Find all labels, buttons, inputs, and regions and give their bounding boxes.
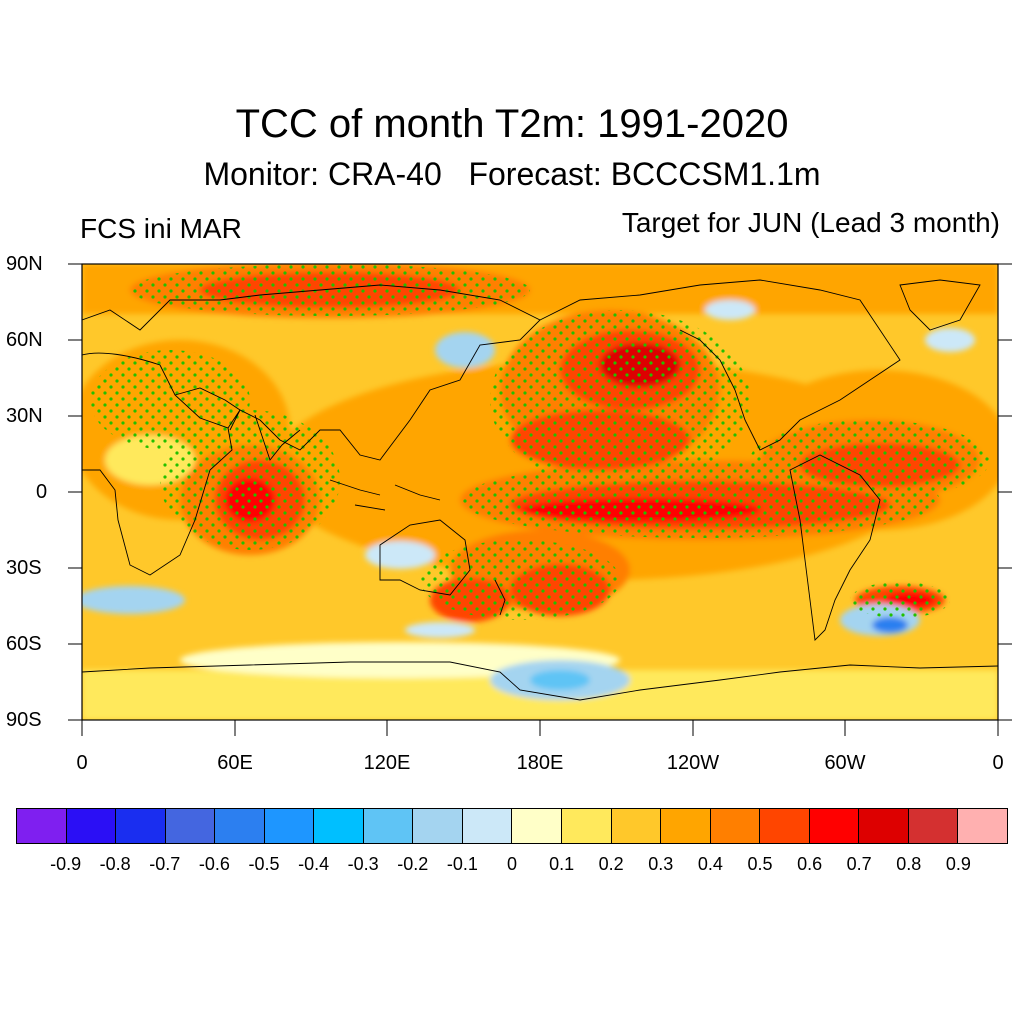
lat-label-0: 0 (36, 481, 48, 503)
coastline-greenland (899, 279, 981, 331)
colorbar-swatch (363, 809, 414, 843)
lat-label-60n: 60N (6, 329, 43, 351)
colorbar-swatch (958, 809, 1007, 843)
colorbar-tick-label: -0.2 (397, 854, 429, 874)
colorbar-tick-label: 0.3 (648, 854, 674, 874)
colorbar-tick-label: 0 (506, 854, 517, 874)
axis-ticks (68, 263, 1012, 736)
colorbar-tick-label: 0.1 (549, 854, 575, 874)
coastline-india (254, 414, 301, 461)
colorbar-tick-label: 0.8 (896, 854, 922, 874)
colorbar-tick-label: -0.5 (248, 854, 280, 874)
colorbar-tick-label: 0.9 (945, 854, 971, 874)
colorbar-tick-label: 0.7 (846, 854, 872, 874)
colorbar-swatch (859, 809, 909, 843)
lat-label-90n: 90N (6, 253, 43, 275)
colorbar-tick-label: 0.5 (747, 854, 773, 874)
lat-label-90s: 90S (6, 709, 42, 731)
coastlines (82, 279, 998, 701)
lat-label-30n: 30N (6, 405, 43, 427)
coastline-maritime-continent (329, 479, 441, 511)
colorbar-swatch (413, 809, 463, 843)
colorbar (16, 808, 1008, 844)
colorbar-swatch (462, 809, 513, 843)
lon-label-180e: 180E (516, 752, 564, 774)
colorbar-tick-label: 0.4 (697, 854, 723, 874)
colorbar-swatch (66, 809, 117, 843)
colorbar-swatch (562, 809, 612, 843)
lon-label-0-east: 0 (992, 752, 1004, 774)
lat-label-30s: 30S (6, 557, 42, 579)
colorbar-tick-label: -0.8 (99, 854, 131, 874)
colorbar-tick-label: -0.7 (149, 854, 181, 874)
lon-label-60w: 60W (824, 752, 866, 774)
colorbar-swatch (215, 809, 265, 843)
coastline-australia (379, 519, 471, 596)
colorbar-swatch (264, 809, 315, 843)
colorbar-tick-label: 0.6 (797, 854, 823, 874)
colorbar-tick-label: -0.4 (298, 854, 330, 874)
colorbar-tick-label: 0.2 (598, 854, 624, 874)
coastline-new-zealand (494, 579, 506, 616)
colorbar-tick-label: -0.6 (198, 854, 230, 874)
coastline-arabia (174, 387, 241, 429)
colorbar-swatch (710, 809, 761, 843)
colorbar-swatch (611, 809, 662, 843)
correlation-map (68, 263, 1012, 736)
coastline-north-america (539, 279, 901, 451)
colorbar-tick-label: -0.3 (347, 854, 379, 874)
colorbar-swatch (165, 809, 216, 843)
lon-label-120w: 120W (666, 752, 720, 774)
target-label: Target for JUN (Lead 3 month) (621, 207, 1000, 238)
init-label: FCS ini MAR (80, 213, 242, 244)
lon-label-60e: 60E (217, 752, 253, 774)
lon-label-120e: 120E (363, 752, 411, 774)
significance-stipple (90, 264, 990, 620)
plot-subtitle: Monitor: CRA-40 Forecast: BCCCSM1.1m (203, 156, 821, 192)
colorbar-swatch (661, 809, 711, 843)
coastline-eurasia (82, 284, 541, 461)
lat-label-60s: 60S (6, 633, 42, 655)
colorbar-swatch (512, 809, 563, 843)
colorbar-swatch (314, 809, 364, 843)
coastline-antarctica (82, 661, 998, 701)
colorbar-swatch (116, 809, 166, 843)
colorbar-swatch (760, 809, 810, 843)
colorbar-swatch (908, 809, 959, 843)
colorbar-swatch (17, 809, 67, 843)
colorbar-tick-label: -0.1 (446, 854, 478, 874)
lon-label-0-west: 0 (76, 752, 88, 774)
colorbar-swatch (809, 809, 860, 843)
plot-title: TCC of month T2m: 1991-2020 (235, 102, 789, 146)
coastline-south-america (789, 454, 881, 641)
colorbar-tick-label: -0.9 (50, 854, 82, 874)
